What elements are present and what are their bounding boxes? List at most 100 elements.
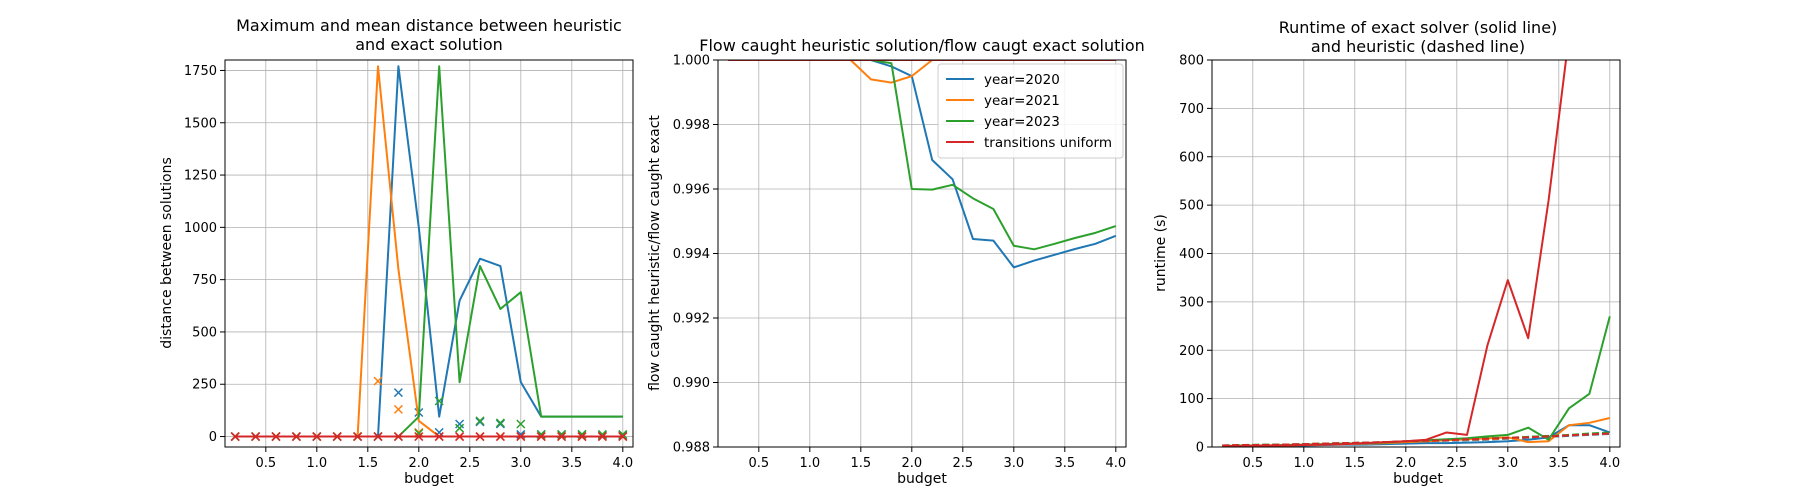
y-tick-label: 750	[192, 273, 217, 288]
y-tick-label: 0.988	[673, 441, 710, 456]
y-tick-label: 250	[192, 378, 217, 393]
legend-box	[937, 63, 1124, 159]
heuristic-runtime-line-3	[1222, 432, 1610, 447]
panel1-data	[230, 65, 628, 442]
panel1-title-line2: and exact solution	[355, 35, 503, 54]
mean-marker-2	[434, 396, 444, 406]
panel3-title-line1: Runtime of exact solver (solid line)	[1279, 18, 1558, 37]
y-tick-label: 1000	[184, 221, 217, 236]
panel-distance: Maximum and mean distance between heuris…	[159, 16, 634, 487]
mean-marker-3	[455, 432, 465, 442]
panel-flow-ratio: Flow caught heuristic solution/flow caug…	[647, 36, 1145, 487]
exact-runtime-line-2	[1222, 316, 1611, 447]
x-tick-label: 2.0	[1395, 456, 1416, 471]
mean-marker-0	[455, 419, 465, 429]
mean-marker-3	[353, 432, 363, 442]
mean-marker-3	[251, 432, 261, 442]
panel3-ticks: 0.5 1.0 1.5 2.0 2.5 3.0 3.5 4.0 0 100 200 300 400 500…	[1179, 54, 1620, 472]
x-tick-label: 2.5	[952, 456, 973, 471]
panel3-ylabel: runtime (s)	[1153, 214, 1169, 292]
x-tick-label: 3.0	[1497, 456, 1518, 471]
mean-marker-3	[393, 432, 403, 442]
mean-marker-3	[332, 432, 342, 442]
x-tick-label: 3.5	[561, 456, 582, 471]
panel2-legend: year=2020 year=2021 year=2023 transition…	[937, 63, 1124, 159]
series-line-2	[235, 65, 623, 438]
plot-area	[1222, 60, 1611, 447]
x-tick-label: 0.5	[255, 456, 276, 471]
y-tick-label: 0.998	[673, 118, 710, 133]
y-tick-label: 1500	[184, 116, 217, 131]
panel1-ylabel: distance between solutions	[159, 157, 175, 349]
mean-marker-3	[373, 432, 383, 442]
y-tick-label: 1.000	[673, 54, 710, 69]
x-tick-label: 1.0	[799, 456, 820, 471]
mean-marker-2	[475, 416, 485, 426]
series-line-1	[728, 60, 1116, 84]
x-tick-label: 3.0	[1003, 456, 1024, 471]
legend-label-2020: year=2020	[984, 72, 1060, 88]
x-tick-label: 4.0	[1105, 456, 1126, 471]
mean-marker-1	[373, 376, 383, 386]
y-tick-label: 200	[1179, 344, 1204, 359]
y-tick-label: 300	[1179, 295, 1204, 310]
legend-label-2023: year=2023	[984, 114, 1060, 130]
panel2-ylabel: flow caught heuristic/flow caught exact	[647, 115, 663, 391]
x-tick-label: 4.0	[612, 456, 633, 471]
mean-marker-2	[495, 418, 505, 428]
y-tick-label: 600	[1179, 150, 1204, 165]
x-tick-label: 2.0	[901, 456, 922, 471]
mean-marker-3	[434, 432, 444, 442]
x-tick-label: 0.5	[748, 456, 769, 471]
y-tick-label: 800	[1179, 54, 1204, 69]
mean-marker-3	[475, 432, 485, 442]
x-tick-label: 4.0	[1599, 456, 1620, 471]
y-tick-label: 0	[1196, 441, 1204, 456]
mean-marker-2	[455, 423, 465, 433]
mean-marker-3	[312, 432, 322, 442]
mean-marker-3	[230, 432, 240, 442]
mean-marker-1	[393, 404, 403, 414]
y-tick-label: 700	[1179, 102, 1204, 117]
panel3-xlabel: budget	[1393, 471, 1443, 487]
mean-marker-3	[597, 432, 607, 442]
mean-marker-2	[516, 419, 526, 429]
x-tick-label: 1.0	[306, 456, 327, 471]
legend-label-uniform: transitions uniform	[984, 135, 1112, 151]
x-tick-label: 1.5	[357, 456, 378, 471]
y-tick-label: 0.992	[673, 312, 710, 327]
mean-marker-3	[577, 432, 587, 442]
mean-marker-3	[557, 432, 567, 442]
y-tick-label: 1750	[184, 64, 217, 79]
panel2-data	[728, 60, 1117, 269]
y-tick-label: 0.990	[673, 376, 710, 391]
mean-marker-3	[516, 432, 526, 442]
mean-marker-0	[393, 388, 403, 398]
panel1-xlabel: budget	[404, 471, 454, 487]
mean-marker-3	[536, 432, 546, 442]
exact-runtime-line-3	[1222, 60, 1568, 447]
y-tick-label: 0.994	[673, 247, 710, 262]
y-tick-label: 0	[209, 430, 217, 445]
x-tick-label: 2.0	[408, 456, 429, 471]
x-tick-label: 3.5	[1548, 456, 1569, 471]
y-tick-label: 0.996	[673, 183, 710, 198]
mean-marker-3	[618, 432, 628, 442]
panel2-ticks: 0.5 1.0 1.5 2.0 2.5 3.0 3.5 4.0 0.988 0.990 0.992 0…	[673, 54, 1126, 472]
y-tick-label: 100	[1179, 392, 1204, 407]
panel3-title-line2: and heuristic (dashed line)	[1311, 37, 1525, 56]
panel1-ticks: 0.5 1.0 1.5 2.0 2.5 3.0 3.5 4.0 0 250 500 750 1000 12…	[184, 64, 633, 471]
x-tick-label: 3.0	[510, 456, 531, 471]
y-tick-label: 400	[1179, 247, 1204, 262]
mean-marker-3	[271, 432, 281, 442]
series-line-2	[728, 60, 1117, 251]
x-tick-label: 1.0	[1293, 456, 1314, 471]
panel3-data	[1222, 60, 1611, 447]
x-tick-label: 3.5	[1054, 456, 1075, 471]
plot-area	[230, 65, 628, 442]
panel1-frame	[224, 59, 634, 448]
panel-runtime: Runtime of exact solver (solid line) and…	[1153, 18, 1621, 487]
y-tick-label: 500	[1179, 199, 1204, 214]
plot-area	[728, 60, 1117, 269]
